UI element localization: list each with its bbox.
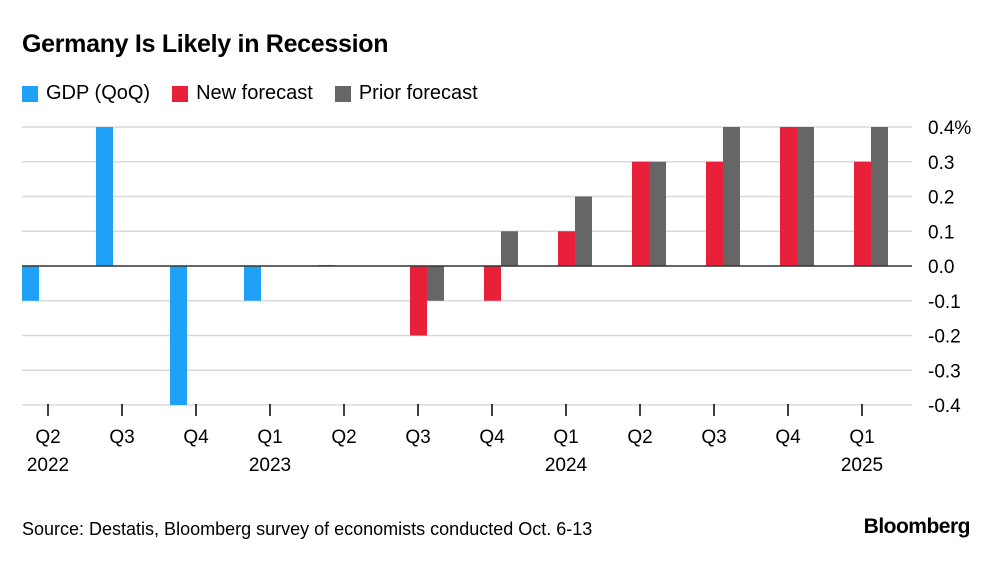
chart-title: Germany Is Likely in Recession: [22, 30, 389, 58]
x-tick-label: Q3: [701, 427, 726, 448]
source-note: Source: Destatis, Bloomberg survey of ec…: [22, 519, 593, 539]
x-tick-label: Q4: [479, 427, 505, 448]
legend-item-new-forecast: New forecast: [172, 82, 313, 105]
legend-label: New forecast: [196, 82, 313, 104]
x-tick-label: Q1: [849, 427, 874, 448]
x-tick-year-label: 2022: [27, 455, 69, 476]
y-tick-label: 0.1: [928, 222, 954, 243]
bar-prior-forecast: [427, 266, 444, 301]
y-tick-label: -0.2: [928, 327, 961, 348]
bar-prior-forecast: [871, 127, 888, 266]
y-tick-label: 0.0: [928, 257, 954, 278]
legend-item-gdp: GDP (QoQ): [22, 82, 150, 105]
bloomberg-logo: Bloomberg: [863, 515, 971, 538]
bar-new-forecast: [558, 231, 575, 266]
bar-new-forecast: [780, 127, 797, 266]
x-tick-label: Q2: [35, 427, 60, 448]
x-tick-year-label: 2024: [545, 455, 588, 476]
bar-new-forecast: [854, 161, 871, 266]
y-tick-label: -0.3: [928, 361, 961, 382]
y-tick-label: -0.4: [928, 396, 961, 417]
bar-new-forecast: [484, 266, 501, 301]
bar-gdp-qoq: [96, 127, 113, 266]
x-tick-label: Q1: [553, 427, 578, 448]
legend-label: Prior forecast: [358, 82, 478, 104]
x-tick-label: Q3: [405, 427, 430, 448]
x-tick-year-label: 2025: [841, 455, 883, 476]
bar-gdp-qoq: [244, 266, 261, 301]
x-tick-label: Q2: [331, 427, 356, 448]
x-tick-year-label: 2023: [249, 455, 291, 476]
legend-label: GDP (QoQ): [46, 82, 151, 104]
x-tick-label: Q4: [183, 427, 209, 448]
legend-item-prior-forecast: Prior forecast: [334, 82, 478, 105]
y-tick-label: 0.2: [928, 188, 954, 209]
bar-prior-forecast: [501, 231, 518, 266]
bar-prior-forecast: [797, 127, 814, 266]
bar-prior-forecast: [649, 161, 666, 266]
bar-new-forecast: [632, 161, 649, 266]
legend-swatch: [172, 85, 189, 102]
y-tick-label: -0.1: [928, 292, 961, 313]
y-tick-label: 0.3: [928, 153, 954, 174]
x-tick-label: Q2: [627, 427, 652, 448]
x-tick-label: Q3: [109, 427, 134, 448]
bar-gdp-qoq: [22, 266, 39, 301]
bar-new-forecast: [410, 266, 427, 336]
bar-gdp-qoq: [170, 266, 187, 405]
legend: GDP (QoQ) New forecast Prior forecast: [22, 82, 478, 105]
bar-new-forecast: [706, 161, 723, 266]
y-tick-label: 0.4%: [928, 118, 971, 139]
bar-prior-forecast: [575, 196, 592, 266]
legend-swatch: [22, 85, 38, 102]
x-tick-label: Q4: [775, 427, 801, 448]
bar-prior-forecast: [723, 127, 740, 266]
legend-swatch: [334, 85, 351, 102]
x-tick-label: Q1: [257, 427, 282, 448]
